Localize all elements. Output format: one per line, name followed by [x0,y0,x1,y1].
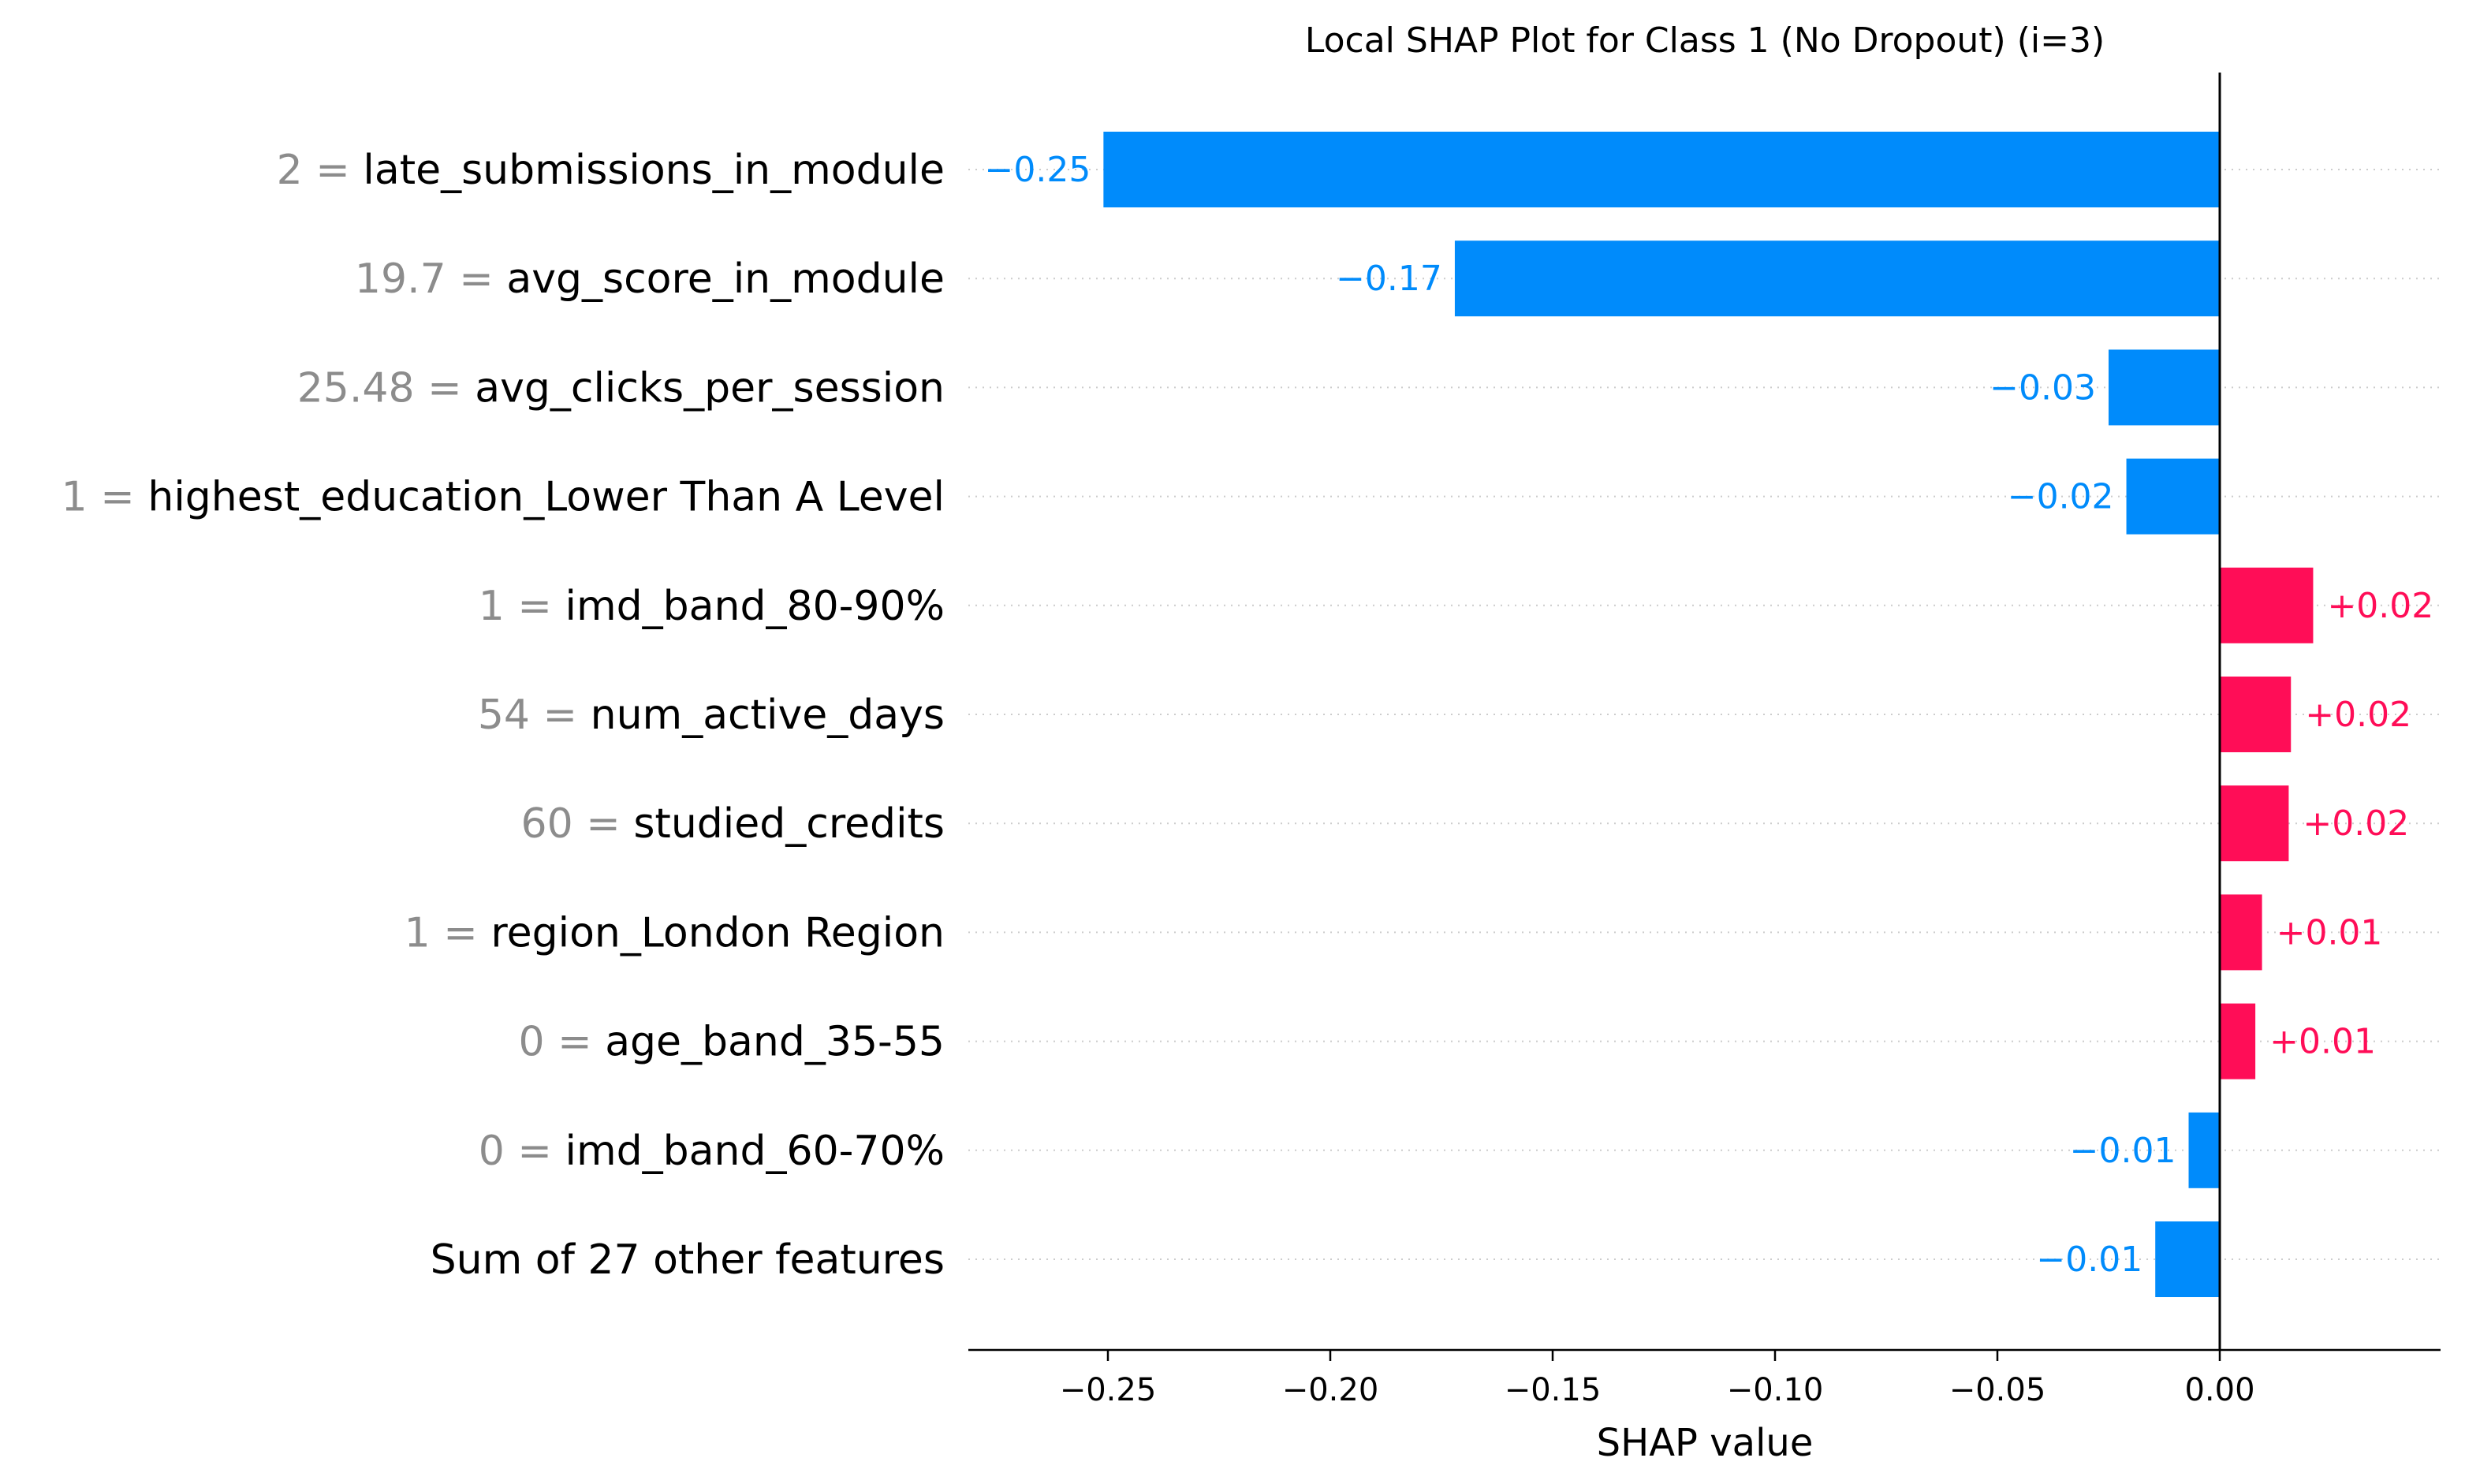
equals-sign: = [530,692,591,739]
bar-value-label: −0.03 [1990,367,2096,408]
feature-value: 2 [277,147,303,194]
equals-sign: = [446,255,507,303]
bar-value-label: +0.01 [2269,1022,2376,1062]
bar-value-label: +0.02 [2305,695,2411,735]
feature-tick-label: 1 = highest_education_Lower Than A Level [62,474,945,521]
bar-value-label: −0.01 [2036,1240,2142,1280]
feature-value: 54 [478,692,530,739]
x-tick-label: −0.15 [1505,1372,1602,1408]
feature-name: late_submissions_in_module [363,147,945,194]
shap-bar [2126,458,2220,535]
equals-sign: = [88,474,148,521]
shap-bar [2188,1112,2220,1188]
x-axis-label: SHAP value [1597,1421,1814,1465]
equals-sign: = [573,800,634,848]
feature-labels: −0.25 2 = late_submissions_in_module −0.17… [62,147,2434,1284]
feature-tick-label: 0 = imd_band_60-70% [479,1128,945,1175]
equals-sign: = [303,147,364,194]
bar-value-label: −0.01 [2070,1131,2176,1171]
feature-value: 1 [62,474,88,521]
equals-sign: = [431,909,491,956]
feature-value: 1 [405,909,431,956]
x-tick-label: −0.25 [1060,1372,1157,1408]
x-tick-label: −0.10 [1727,1372,1824,1408]
equals-sign: = [505,1128,565,1175]
feature-value: 0 [479,1128,505,1175]
shap-bar [2109,349,2220,426]
shap-bar [2155,1221,2220,1297]
bar-value-label: +0.01 [2277,912,2383,953]
bar-value-label: −0.17 [1336,259,1442,299]
x-tick-label: −0.20 [1282,1372,1379,1408]
bar-value-label: −0.02 [2008,477,2114,517]
feature-name: imd_band_60-70% [565,1128,945,1175]
feature-tick-label: Sum of 27 other features [431,1236,945,1284]
feature-tick-label: 1 = region_London Region [405,909,945,956]
shap-bar [2220,894,2262,971]
feature-value: 19.7 [355,255,446,303]
shap-bar [1454,240,2220,317]
shap-bar [2220,1003,2256,1079]
feature-name: imd_band_80-90% [565,583,945,630]
feature-tick-label: 54 = num_active_days [478,692,945,739]
bar-value-label: +0.02 [2303,804,2409,844]
feature-tick-label: 0 = age_band_35-55 [518,1019,945,1066]
x-axis: −0.25 −0.20 −0.15 −0.10 −0.05 0.00 [968,73,2441,1408]
equals-sign: = [505,583,565,630]
feature-value: 25.48 [297,364,415,412]
feature-tick-label: 25.48 = avg_clicks_per_session [297,364,945,412]
feature-tick-label: 60 = studied_credits [521,800,945,848]
bar-value-label: −0.25 [985,150,1091,190]
feature-name: age_band_35-55 [605,1019,945,1066]
bars [1103,132,2314,1297]
feature-tick-label: 19.7 = avg_score_in_module [355,255,945,303]
feature-tick-label: 2 = late_submissions_in_module [277,147,945,194]
feature-name: avg_score_in_module [506,255,945,303]
shap-bar [2220,677,2292,752]
feature-name: Sum of 27 other features [431,1236,945,1284]
feature-value: 0 [518,1019,544,1066]
x-tick-label: 0.00 [2184,1372,2254,1408]
equals-sign: = [415,364,475,412]
x-tick-label: −0.05 [1949,1372,2046,1408]
equals-sign: = [545,1019,606,1066]
feature-value: 1 [479,583,505,630]
feature-tick-label: 1 = imd_band_80-90% [479,583,945,630]
shap-bar [2220,567,2314,643]
feature-name: highest_education_Lower Than A Level [147,474,945,521]
shap-bar [1103,132,2220,207]
chart-title: Local SHAP Plot for Class 1 (No Dropout)… [1305,21,2105,61]
feature-name: region_London Region [490,909,945,956]
shap-bar [2220,785,2289,862]
feature-name: num_active_days [591,692,945,739]
feature-name: studied_credits [633,800,945,848]
feature-name: avg_clicks_per_session [475,364,945,412]
feature-value: 60 [521,800,573,848]
bar-value-label: +0.02 [2327,586,2433,626]
